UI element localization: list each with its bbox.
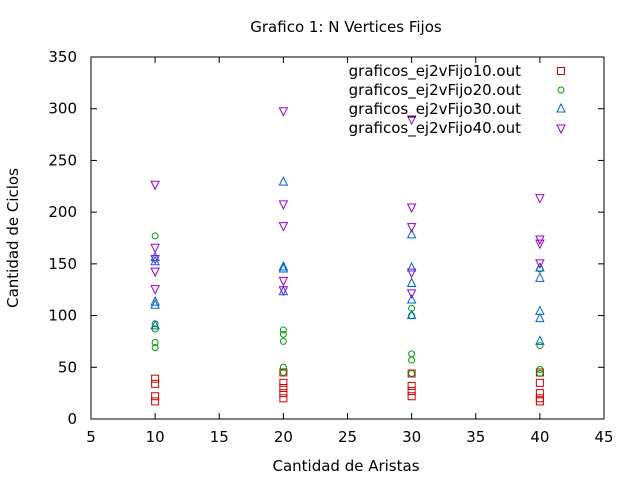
data-point-series-4 [406, 203, 417, 214]
data-point-series-1 [279, 389, 288, 398]
y-tick-label: 300 [48, 100, 77, 118]
x-tick-label: 30 [402, 428, 421, 446]
data-point-series-2 [279, 330, 287, 338]
data-point-series-2 [279, 326, 287, 334]
data-point-series-4 [150, 255, 160, 265]
data-point-series-3 [278, 176, 289, 186]
data-point-series-2 [536, 342, 544, 350]
legend-marker [557, 67, 565, 75]
data-point-series-4 [150, 285, 160, 295]
data-point-series-2 [408, 356, 416, 364]
data-point-series-4 [150, 267, 160, 278]
data-point-series-3 [278, 285, 289, 296]
chart-title: Grafico 1: N Vertices Fijos [250, 18, 442, 36]
data-point-series-3 [406, 228, 417, 239]
data-point-series-3 [535, 305, 545, 315]
y-tick-label: 350 [48, 48, 77, 66]
data-point-series-3 [150, 296, 160, 306]
data-point-series-3 [150, 251, 160, 262]
data-point-series-4 [278, 222, 289, 232]
data-point-series-3 [406, 293, 417, 304]
data-point-series-1 [279, 383, 288, 392]
data-point-series-4 [406, 289, 417, 299]
data-point-series-1 [279, 378, 288, 387]
data-point-series-3 [406, 277, 417, 288]
data-point-series-2 [279, 363, 287, 371]
data-point-series-4 [406, 268, 417, 279]
data-point-series-4 [535, 259, 545, 269]
data-point-series-1 [535, 368, 544, 377]
data-point-series-3 [535, 335, 545, 345]
legend-label: graficos_ej2vFijo40.out [349, 119, 521, 138]
x-tick-label: 25 [338, 428, 357, 446]
data-point-series-3 [278, 262, 289, 273]
data-point-series-4 [535, 235, 545, 246]
data-point-series-4 [278, 276, 289, 287]
data-point-series-3 [150, 299, 160, 309]
data-point-series-1 [151, 392, 160, 401]
x-tick-label: 15 [210, 428, 229, 446]
legend-marker [556, 102, 566, 113]
y-axis-title: Cantidad de Ciclos [4, 168, 22, 308]
x-axis-title: Cantidad de Aristas [272, 457, 419, 475]
legend-label: graficos_ej2vFijo30.out [349, 100, 521, 119]
data-point-series-2 [536, 365, 544, 373]
data-point-series-2 [151, 344, 159, 352]
data-point-series-1 [279, 394, 288, 403]
y-tick-label: 100 [48, 307, 77, 325]
x-tick-label: 40 [530, 428, 549, 446]
data-point-series-1 [535, 394, 544, 403]
data-point-series-1 [151, 374, 160, 383]
data-point-series-4 [278, 107, 289, 117]
data-point-series-3 [535, 272, 545, 282]
y-tick-label: 250 [48, 151, 77, 169]
legend-marker [557, 86, 565, 94]
data-point-series-1 [151, 397, 160, 406]
x-tick-label: 35 [466, 428, 485, 446]
data-point-series-3 [535, 312, 545, 323]
data-point-series-1 [407, 381, 416, 390]
data-point-series-2 [408, 369, 416, 377]
data-point-series-2 [151, 232, 159, 240]
x-tick-label: 45 [594, 428, 613, 446]
data-point-series-1 [151, 379, 160, 388]
plot-frame [90, 56, 605, 420]
data-point-series-1 [407, 392, 416, 401]
data-point-series-2 [279, 337, 287, 345]
data-point-series-2 [151, 338, 159, 346]
y-tick-label: 200 [48, 203, 77, 221]
data-point-series-2 [279, 368, 287, 376]
y-tick-label: 50 [58, 358, 77, 376]
data-point-series-2 [536, 369, 544, 377]
data-point-series-3 [406, 261, 417, 272]
data-point-series-4 [535, 239, 545, 250]
data-point-series-2 [408, 350, 416, 358]
data-point-series-4 [535, 194, 545, 204]
data-point-series-4 [150, 243, 160, 254]
data-point-series-4 [406, 115, 417, 126]
data-point-series-1 [535, 389, 544, 398]
data-point-series-4 [406, 223, 417, 233]
x-tick-label: 10 [146, 428, 165, 446]
data-point-series-4 [278, 200, 289, 210]
legend-marker [556, 124, 566, 135]
data-point-series-3 [406, 309, 417, 320]
x-tick-label: 5 [86, 428, 96, 446]
data-point-series-4 [150, 180, 160, 191]
data-point-series-4 [278, 286, 289, 296]
data-point-series-3 [150, 319, 160, 330]
legend-label: graficos_ej2vFijo10.out [349, 62, 521, 81]
x-tick-label: 20 [274, 428, 293, 446]
y-tick-label: 0 [67, 410, 77, 428]
data-point-series-1 [535, 378, 544, 387]
data-point-series-1 [407, 387, 416, 396]
y-tick-label: 150 [48, 255, 77, 273]
legend-label: graficos_ej2vFijo20.out [349, 81, 521, 100]
data-point-series-3 [535, 261, 545, 272]
data-point-series-3 [278, 260, 289, 271]
